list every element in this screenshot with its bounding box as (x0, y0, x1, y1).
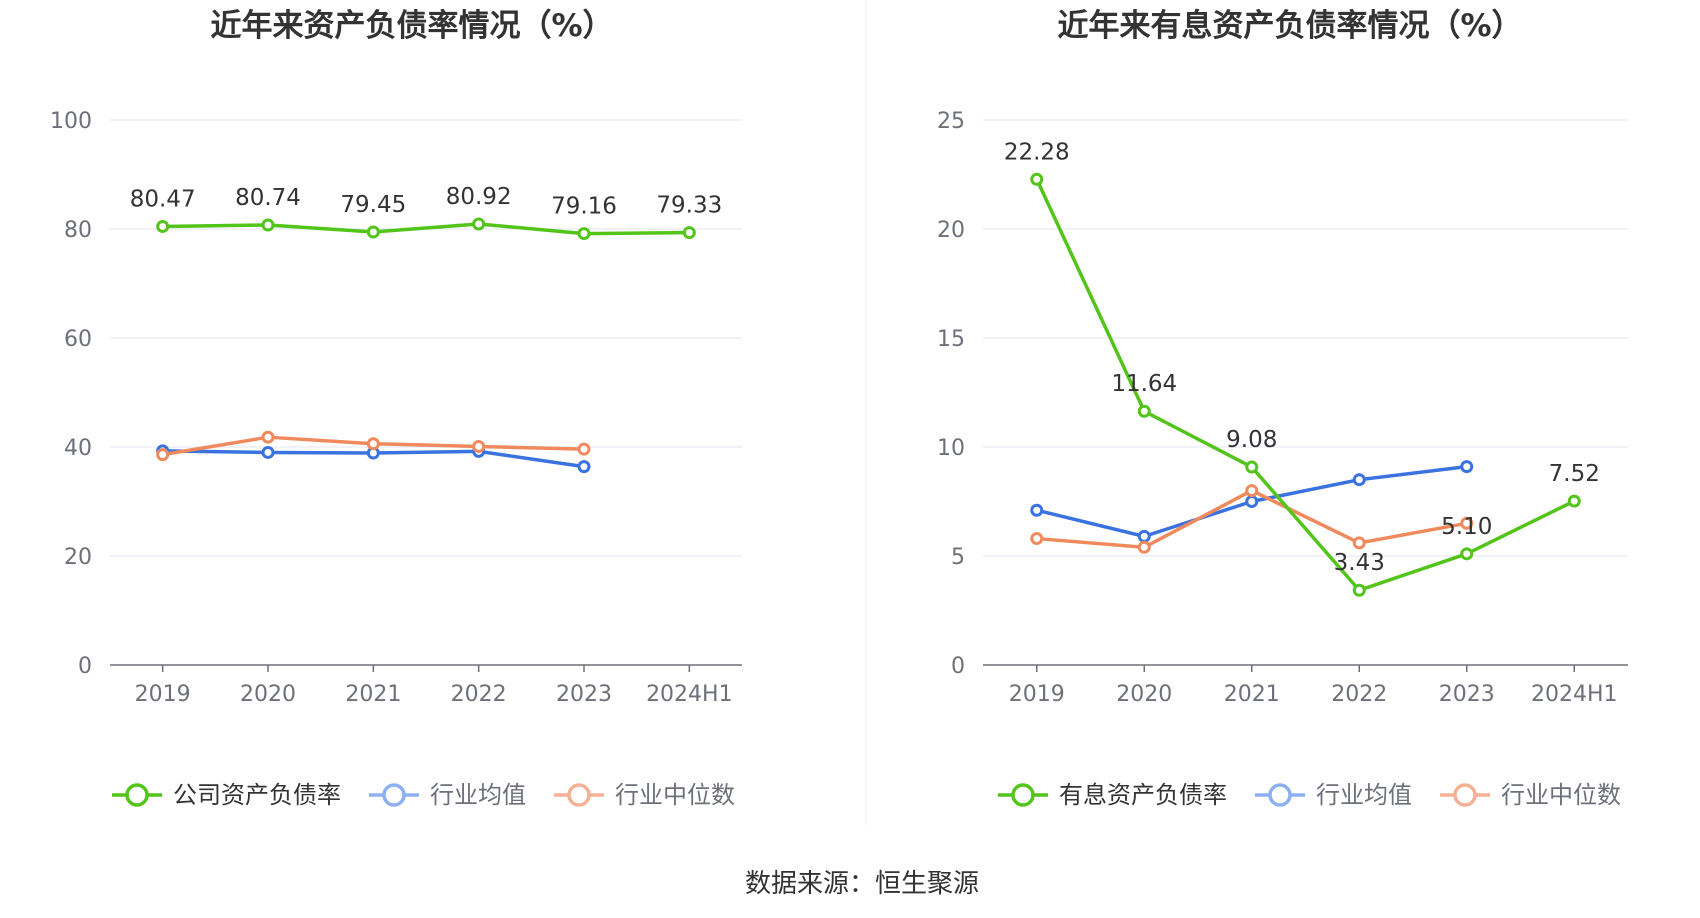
chart2-series-main-point (1030, 172, 1044, 186)
chart2-legend-median-label: 行业中位数 (1501, 781, 1621, 809)
chart1-y-tick-label: 20 (64, 545, 92, 570)
chart2-x-tick-label: 2020 (1116, 682, 1172, 707)
chart1-y-tick-label: 40 (64, 436, 92, 461)
chart1-series-main-line (162, 222, 690, 236)
chart2-series-median-point (1460, 516, 1474, 530)
chart2-x-tick-label: 2023 (1439, 682, 1495, 707)
chart2-legend-main-label: 有息资产负债率 (1059, 781, 1227, 809)
chart1-legend-median-marker (567, 783, 591, 807)
chart2-data-label: 5.10 (1441, 514, 1492, 540)
chart1-series-main-point (472, 217, 486, 231)
chart2-series-main-point (1567, 494, 1581, 508)
source-note: 数据来源：恒生聚源 (745, 869, 979, 899)
chart1-x-tick-label: 2024H1 (646, 682, 733, 707)
chart2-y-tick-label: 25 (937, 109, 965, 134)
chart2-series-main-point (1245, 460, 1259, 474)
chart1-series-avg-point (577, 460, 591, 474)
chart2-legend-median-marker (1453, 783, 1477, 807)
chart1-y-tick-label: 100 (50, 109, 92, 134)
chart2-data-label: 3.43 (1334, 550, 1385, 576)
chart1-series-median-point (472, 439, 486, 453)
chart1-y-tick-label: 80 (64, 218, 92, 243)
chart2-legend-avg-label: 行业均值 (1316, 781, 1412, 809)
chart2-y-tick-label: 15 (937, 327, 965, 352)
chart1-data-label: 79.16 (551, 194, 617, 220)
chart2-series-median-point (1137, 540, 1151, 554)
chart1-y-tick-label: 60 (64, 327, 92, 352)
chart1-data-label: 79.33 (656, 193, 722, 219)
chart1-legend-main-label: 公司资产负债率 (173, 781, 341, 809)
chart1-x-tick-label: 2023 (556, 682, 612, 707)
chart1-series-main-point (366, 225, 380, 239)
chart2-series-main-point (1137, 404, 1151, 418)
chart2-series-median-point (1352, 536, 1366, 550)
chart2-series-main-point (1352, 583, 1366, 597)
chart2-x-tick-label: 2019 (1009, 682, 1065, 707)
chart1-series-median-point (261, 430, 275, 444)
chart2-series-median-point (1030, 532, 1044, 546)
chart1-data-label: 80.74 (235, 185, 301, 211)
chart2-x-tick-label: 2021 (1224, 682, 1280, 707)
chart1-series-main-point (261, 218, 275, 232)
chart1-data-label: 80.92 (446, 184, 512, 210)
chart2-series-median-point (1245, 484, 1259, 498)
chart2-y-tick-label: 5 (951, 545, 965, 570)
chart2-legend-avg-marker (1268, 783, 1292, 807)
chart2-legend-main-marker (1011, 783, 1035, 807)
chart2-data-label: 9.08 (1226, 427, 1277, 453)
chart2-series-avg-point (1460, 460, 1474, 474)
chart2-series-main-point (1460, 547, 1474, 561)
chart2-series-avg-point (1352, 473, 1366, 487)
chart1-x-tick-label: 2022 (451, 682, 507, 707)
chart2-y-tick-label: 10 (937, 436, 965, 461)
chart1-series-median-point (366, 437, 380, 451)
chart2-data-label: 11.64 (1111, 371, 1177, 397)
chart1-x-tick-label: 2020 (240, 682, 296, 707)
chart1-data-label: 79.45 (340, 192, 406, 218)
chart1-series-median-point (156, 448, 170, 462)
chart1-data-label: 80.47 (130, 186, 196, 212)
chart2-y-tick-label: 0 (951, 654, 965, 679)
chart2-x-tick-label: 2024H1 (1531, 682, 1618, 707)
chart1-legend-median-label: 行业中位数 (615, 781, 735, 809)
chart1-series-main-point (577, 227, 591, 241)
chart2-x-tick-label: 2022 (1331, 682, 1387, 707)
chart1-legend-avg-marker (382, 783, 406, 807)
chart2-series-avg-point (1030, 503, 1044, 517)
chart1-title: 近年来资产负债率情况（%） (210, 8, 613, 44)
chart1-x-tick-label: 2021 (345, 682, 401, 707)
chart1-series-main-point (682, 226, 696, 240)
chart1-series-main-point (156, 219, 170, 233)
chart1-series-avg-point (261, 445, 275, 459)
chart2-data-label: 22.28 (1004, 139, 1070, 165)
chart2-title: 近年来有息资产负债率情况（%） (1057, 8, 1522, 44)
chart2-data-label: 7.52 (1549, 461, 1600, 487)
chart2-y-tick-label: 20 (937, 218, 965, 243)
chart1-legend-main-marker (125, 783, 149, 807)
chart2-series-avg-point (1245, 495, 1259, 508)
chart1-legend-avg-label: 行业均值 (430, 781, 526, 809)
chart1-x-tick-label: 2019 (135, 682, 191, 707)
chart2-series-main-line (1035, 178, 1576, 592)
chart2-series-avg-point (1137, 529, 1151, 543)
chart1-series-median-point (577, 442, 591, 456)
chart1-y-tick-label: 0 (78, 654, 92, 679)
